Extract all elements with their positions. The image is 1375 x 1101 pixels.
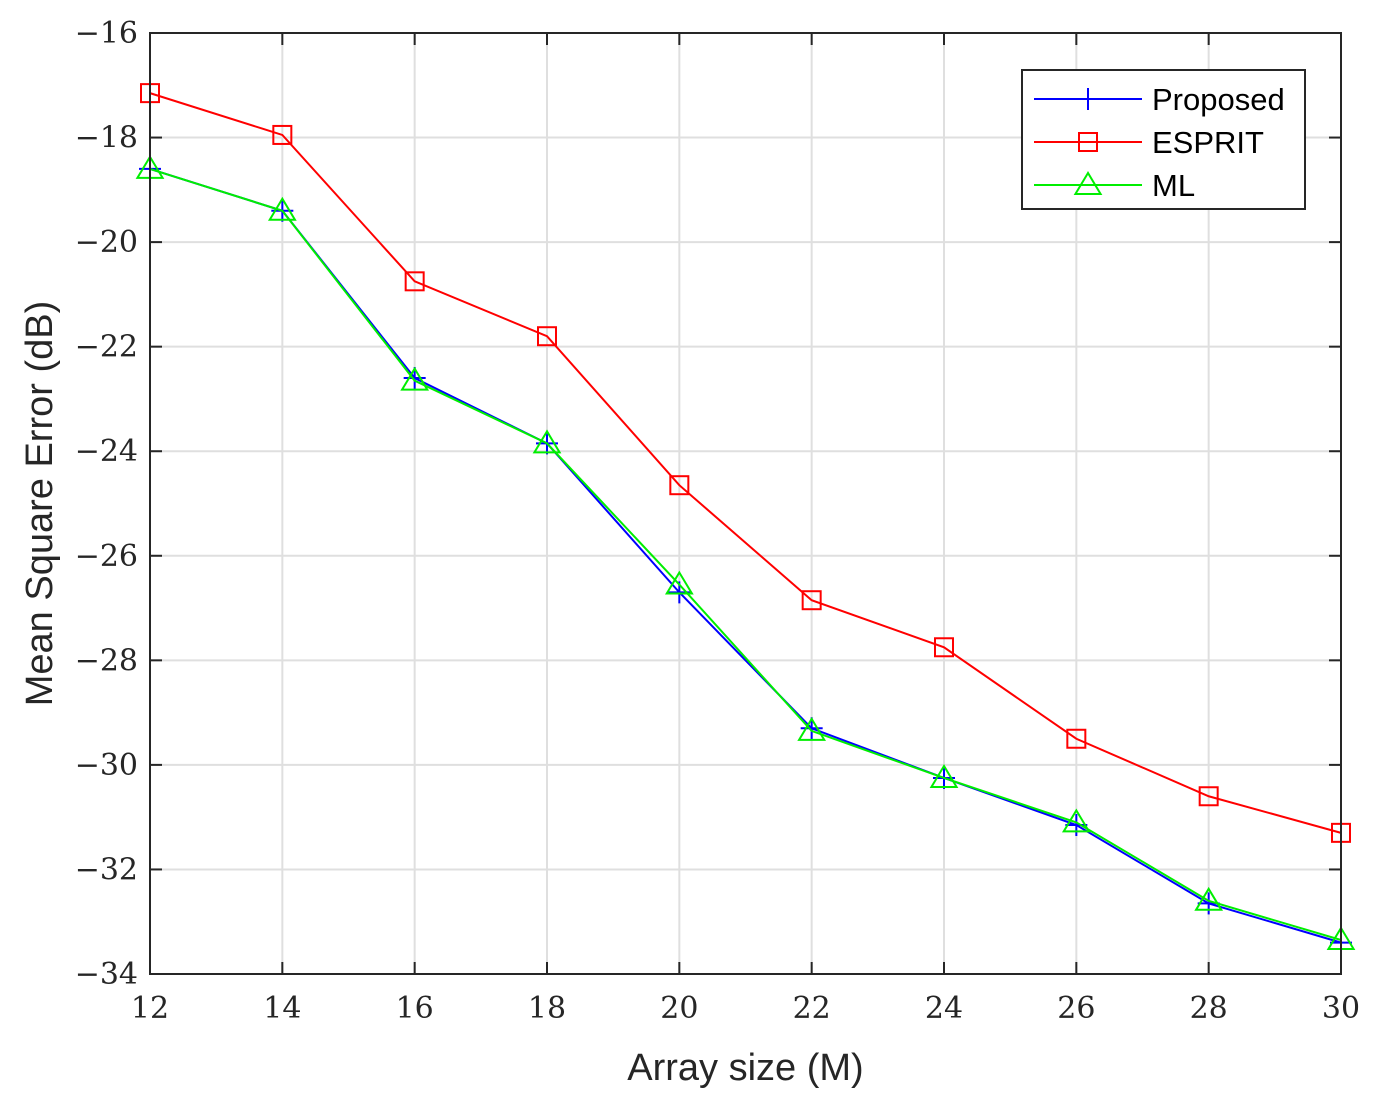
x-tick-label: 12 <box>131 991 169 1026</box>
x-tick-label: 14 <box>263 991 301 1026</box>
data-point-esprit <box>801 590 822 611</box>
legend-item-esprit: ESPRIT <box>1034 125 1264 160</box>
y-tick-label: −32 <box>75 852 138 887</box>
series-line-ml <box>149 167 1342 941</box>
y-tick-label: −24 <box>75 434 138 469</box>
data-point-ml <box>1194 886 1224 911</box>
y-tick-label: −18 <box>75 121 138 156</box>
data-point-esprit <box>1066 728 1087 749</box>
series-layer <box>135 83 1356 954</box>
y-tick-label: −22 <box>75 330 138 365</box>
data-point-ml <box>1061 808 1091 833</box>
legend: Proposed ESPRIT ML <box>1021 69 1306 210</box>
legend-marker-proposed <box>1077 88 1099 110</box>
y-tick-label: −28 <box>75 643 138 678</box>
data-point-proposed <box>403 367 426 390</box>
legend-label-ml: ML <box>1152 168 1195 203</box>
y-tick-label: −20 <box>75 225 138 260</box>
x-tick-label: 20 <box>660 991 698 1026</box>
data-point-proposed <box>800 717 823 740</box>
y-tick-label: −16 <box>75 16 138 51</box>
legend-item-proposed: Proposed <box>1034 82 1285 117</box>
legend-label-proposed: Proposed <box>1152 82 1285 117</box>
x-tick-label: 16 <box>396 991 434 1026</box>
x-tick-label: 24 <box>925 991 963 1026</box>
legend-item-ml: ML <box>1034 168 1195 203</box>
data-point-esprit <box>404 271 425 292</box>
legend-label-esprit: ESPRIT <box>1152 125 1264 160</box>
legend-marker-ml <box>1073 171 1103 195</box>
data-point-esprit <box>272 124 293 145</box>
x-tick-label: 26 <box>1057 991 1095 1026</box>
x-tick-label: 30 <box>1322 991 1360 1026</box>
data-point-ml <box>664 570 694 595</box>
data-point-ml <box>797 716 827 741</box>
y-axis-label: Mean Square Error (dB) <box>19 301 61 707</box>
plot-frame <box>149 32 1342 975</box>
ticks: 12 14 16 18 20 22 24 26 28 30 −16 −18 −20 −22 −24 −26 −2… <box>75 16 1360 1026</box>
legend-box <box>1021 69 1306 210</box>
series-ml <box>135 154 1356 951</box>
data-point-esprit <box>934 637 954 658</box>
x-tick-label: 28 <box>1190 991 1228 1026</box>
y-tick-label: −26 <box>75 539 138 574</box>
legend-marker-esprit <box>1078 132 1098 152</box>
data-point-esprit <box>1198 786 1219 807</box>
x-tick-label: 18 <box>528 991 566 1026</box>
y-tick-label: −30 <box>75 748 138 783</box>
data-point-ml <box>929 764 959 788</box>
series-line-esprit <box>149 92 1342 834</box>
y-tick-label: −34 <box>75 957 138 992</box>
data-point-esprit <box>537 326 557 347</box>
data-point-ml <box>267 196 297 221</box>
data-point-ml <box>532 429 562 454</box>
x-tick-label: 22 <box>793 991 831 1026</box>
data-point-ml <box>400 366 430 391</box>
data-point-esprit <box>669 475 690 496</box>
x-axis-label: Array size (M) <box>627 1047 863 1089</box>
